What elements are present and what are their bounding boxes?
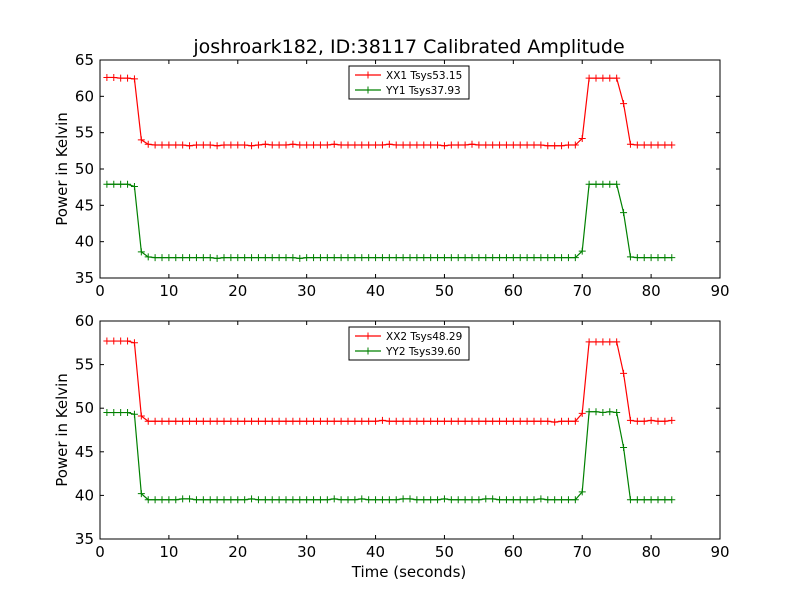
top-x-tick-label: 10 [159,282,178,300]
top-x-tick-label: 0 [95,282,105,300]
bottom-x-tick-label: 40 [366,543,385,561]
top-y-axis-label: Power in Kelvin [53,112,71,226]
bottom-y-tick-label: 55 [75,356,94,374]
top-x-tick-label: 70 [573,282,592,300]
top-y-tick-label: 45 [75,196,94,214]
top-legend-label-1: XX1 Tsys53.15 [386,70,462,82]
top-x-tick-label: 80 [642,282,661,300]
bottom-legend-label-2: YY2 Tsys39.60 [385,346,461,358]
x-axis-label: Time (seconds) [351,563,467,581]
bottom-y-tick-label: 45 [75,443,94,461]
top-x-tick-label: 50 [435,282,454,300]
bottom-x-tick-label: 70 [573,543,592,561]
bottom-legend: XX2 Tsys48.29 YY2 Tsys39.60 [349,327,469,360]
top-x-tick-label: 90 [710,282,729,300]
top-y-tick-label: 60 [75,87,94,105]
figure: joshroark182, ID:38117 Calibrated Amplit… [0,0,800,600]
bottom-y-tick-label: 40 [75,486,94,504]
top-x-tick-label: 20 [228,282,247,300]
top-y-tick-label: 55 [75,124,94,142]
bottom-x-tick-label: 30 [297,543,316,561]
top-legend: XX1 Tsys53.15 YY1 Tsys37.93 [349,66,469,99]
chart-title: joshroark182, ID:38117 Calibrated Amplit… [192,36,624,58]
bottom-y-tick-label: 50 [75,399,94,417]
top-x-tick-label: 40 [366,282,385,300]
bottom-x-tick-label: 50 [435,543,454,561]
top-x-tick-label: 30 [297,282,316,300]
top-legend-label-2: YY1 Tsys37.93 [385,85,461,97]
bottom-x-tick-label: 0 [95,543,105,561]
bottom-x-tick-label: 20 [228,543,247,561]
bottom-y-axis-label: Power in Kelvin [53,373,71,487]
bottom-x-tick-label: 80 [642,543,661,561]
bottom-x-tick-label: 60 [504,543,523,561]
bottom-x-tick-label: 10 [159,543,178,561]
top-y-tick-label: 35 [75,269,94,287]
top-y-tick-label: 40 [75,233,94,251]
bottom-y-tick-label: 35 [75,530,94,548]
top-y-tick-label: 50 [75,160,94,178]
bottom-y-tick-label: 60 [75,312,94,330]
top-x-tick-label: 60 [504,282,523,300]
bottom-legend-label-1: XX2 Tsys48.29 [386,331,462,343]
top-y-tick-label: 65 [75,51,94,69]
bottom-x-tick-label: 90 [710,543,729,561]
